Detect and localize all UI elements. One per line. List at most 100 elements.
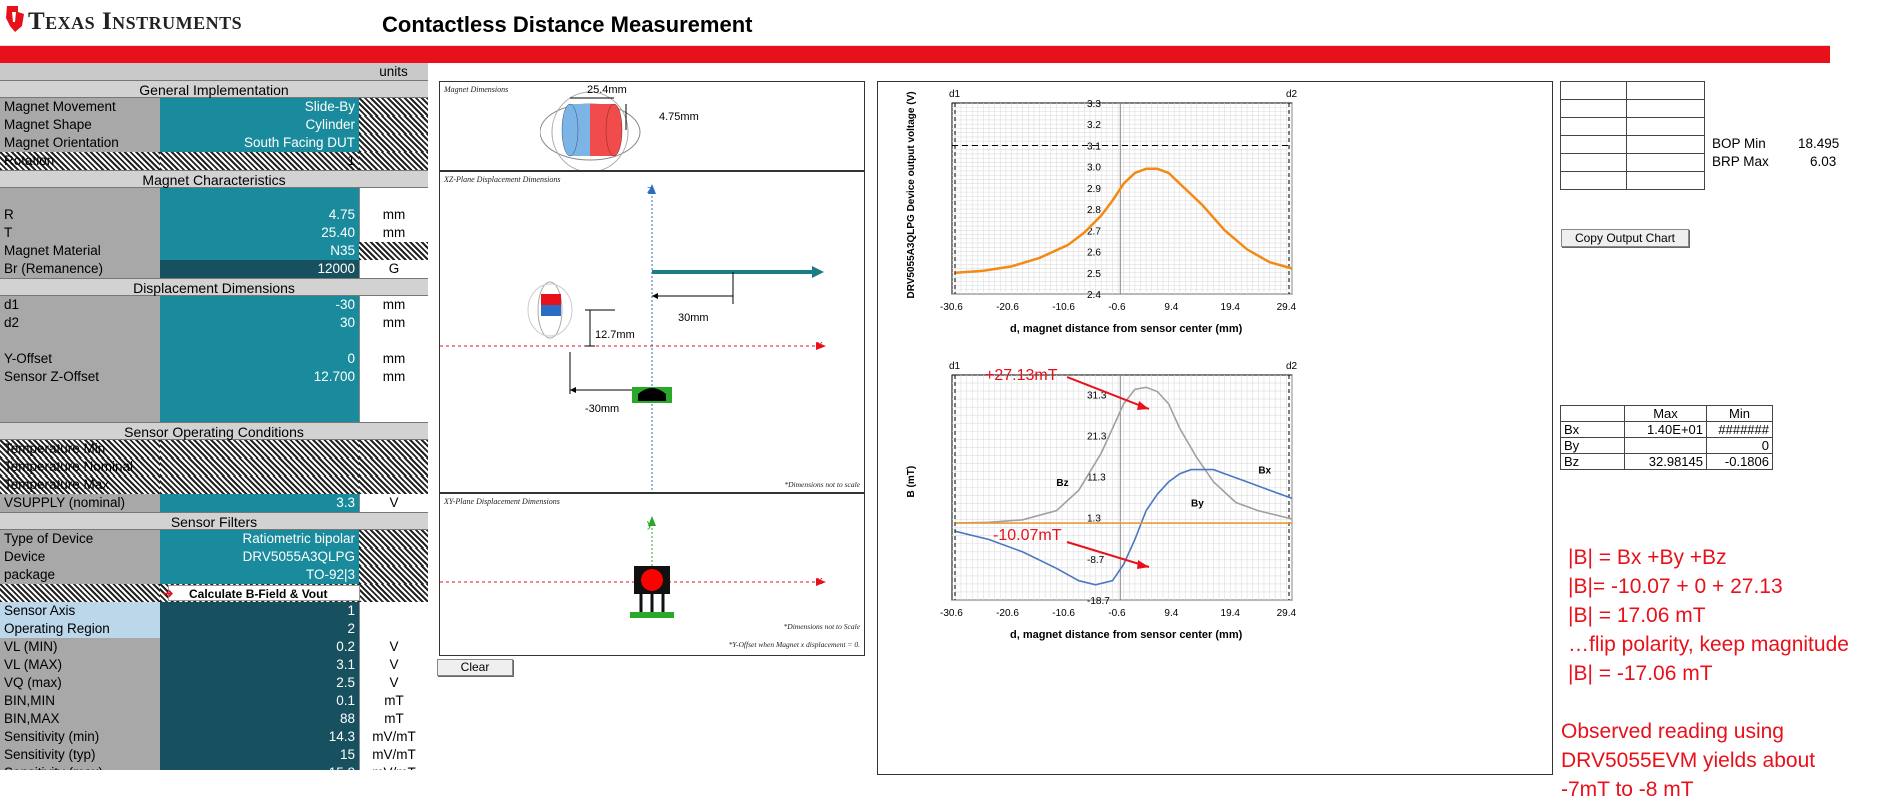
blank-cell: [0, 386, 160, 404]
param-row: Magnet Orientation South Facing DUT: [0, 134, 428, 152]
param-value[interactable]: 0.1: [160, 692, 359, 710]
param-value[interactable]: -30: [160, 296, 359, 314]
param-value[interactable]: Cylinder: [160, 116, 359, 134]
param-label: Sensor Z-Offset: [0, 368, 160, 386]
table-cell-max: 32.98145: [1624, 453, 1707, 470]
param-value[interactable]: TO-92|3: [160, 566, 359, 584]
param-row: Device DRV5055A3QLPG: [0, 548, 428, 566]
y-tick-label: 2.8: [1087, 205, 1101, 216]
d2-label: d2: [1286, 361, 1298, 372]
blank-cell: [0, 404, 160, 422]
param-label: Rotation: [0, 152, 160, 170]
param-value[interactable]: 88: [160, 710, 359, 728]
section-header: Magnet Characteristics: [0, 170, 428, 188]
param-unit: mV/mT: [359, 728, 428, 746]
xy-plane-box: XY-Plane Displacement Dimensions x y *Di…: [439, 493, 865, 656]
series-line-Bx: [955, 468, 1293, 586]
param-value[interactable]: South Facing DUT: [160, 134, 359, 152]
section-header: Sensor Filters: [0, 512, 428, 530]
param-row: Br (Remanence) 12000 G: [0, 260, 428, 278]
annotation-arrowhead: [1137, 401, 1149, 410]
annotation-arrow: [1066, 541, 1150, 568]
observed-note: -7mT to -8 mT: [1561, 778, 1694, 801]
param-label: Device: [0, 548, 160, 566]
brp-max-label: BRP Max: [1712, 154, 1769, 169]
y-tick-label: 2.4: [1087, 290, 1101, 301]
param-label: d2: [0, 314, 160, 332]
param-value[interactable]: 2: [160, 620, 359, 638]
grid-cell: [1560, 135, 1627, 154]
clear-button[interactable]: Clear: [437, 659, 513, 676]
cylinder-magnet-icon: [540, 91, 641, 170]
magnet-length-label: 25.4mm: [587, 84, 627, 96]
spacer-cell: [160, 63, 359, 81]
param-value[interactable]: 3.3: [160, 494, 359, 512]
param-value[interactable]: [160, 458, 359, 476]
param-row: Sensitivity (max)15.8mV/mT: [0, 764, 428, 770]
param-value[interactable]: 1: [160, 602, 359, 620]
param-value[interactable]: 0.2: [160, 638, 359, 656]
param-unit: mT: [359, 710, 428, 728]
table-row-label: By: [1560, 437, 1625, 454]
table-row-label: Bz: [1560, 453, 1625, 470]
param-value[interactable]: Ratiometric bipolar: [160, 530, 359, 548]
param-unit: V: [359, 638, 428, 656]
param-value[interactable]: 15: [160, 746, 359, 764]
blank-row: [0, 386, 428, 404]
blank-cell: [0, 188, 160, 206]
param-label: T: [0, 224, 160, 242]
param-value[interactable]: 12000: [160, 260, 359, 278]
param-value[interactable]: 25.40: [160, 224, 359, 242]
param-value[interactable]: 30: [160, 314, 359, 332]
param-row: VQ (max) 2.5 V: [0, 674, 428, 692]
y-offset-note: *Y-Offset when Magnet x displacement = 0…: [728, 640, 860, 649]
param-value[interactable]: 15.8: [160, 764, 359, 770]
header-bar: [0, 0, 1830, 46]
y-tick-label: -18.7: [1087, 596, 1110, 607]
param-row: Temperature Nominal: [0, 458, 428, 476]
param-value[interactable]: 3.1: [160, 656, 359, 674]
copy-output-chart-button[interactable]: Copy Output Chart: [1561, 229, 1689, 247]
section-header: Displacement Dimensions: [0, 278, 428, 296]
param-value[interactable]: [160, 476, 359, 494]
param-value[interactable]: 4.75: [160, 206, 359, 224]
param-unit: mm: [359, 368, 428, 386]
param-unit: [359, 476, 428, 494]
y-axis-label: y: [647, 518, 653, 530]
x-tick-label: -10.6: [1052, 608, 1075, 619]
param-value[interactable]: [160, 440, 359, 458]
param-label: Temperature Nominal: [0, 458, 160, 476]
x-axis-label: d, magnet distance from sensor center (m…: [1010, 323, 1243, 335]
y-tick-label: 2.7: [1087, 226, 1101, 237]
xz-displacement-diagram: [440, 184, 826, 492]
x-tick-label: 9.4: [1164, 608, 1178, 619]
y-tick-label: 3.0: [1087, 163, 1101, 174]
param-label: Sensitivity (typ): [0, 746, 160, 764]
brp-max-value: 6.03: [1810, 154, 1837, 169]
param-unit: mm: [359, 224, 428, 242]
grid-cell: [1626, 135, 1705, 154]
bop-min-label: BOP Min: [1712, 136, 1766, 151]
grid-cell: [1626, 153, 1705, 172]
param-unit: V: [359, 494, 428, 512]
param-value[interactable]: 1: [160, 152, 359, 170]
param-row: Magnet Movement Slide-By: [0, 98, 428, 116]
formula-note: |B| = -17.06 mT: [1568, 662, 1713, 685]
x-tick-label: 19.4: [1221, 608, 1241, 619]
calculate-button[interactable]: Calculate B-Field & Vout: [168, 585, 360, 601]
y-tick-label: 3.3: [1087, 99, 1101, 110]
param-value[interactable]: N35: [160, 242, 359, 260]
blank-row: [0, 404, 428, 422]
xy-plane-title: XY-Plane Displacement Dimensions: [444, 497, 560, 506]
param-value[interactable]: Slide-By: [160, 98, 359, 116]
param-value[interactable]: 2.5: [160, 674, 359, 692]
param-row: VL (MAX) 3.1 V: [0, 656, 428, 674]
grid-cell: [1626, 171, 1705, 190]
param-label: R: [0, 206, 160, 224]
param-label: Br (Remanence): [0, 260, 160, 278]
param-value[interactable]: 0: [160, 350, 359, 368]
param-value[interactable]: 12.700: [160, 368, 359, 386]
param-value[interactable]: DRV5055A3QLPG: [160, 548, 359, 566]
param-value[interactable]: 14.3: [160, 728, 359, 746]
param-label: Y-Offset: [0, 350, 160, 368]
